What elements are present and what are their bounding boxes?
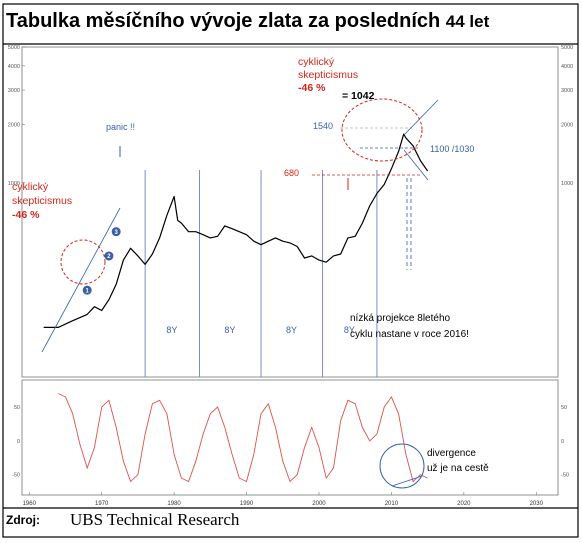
label-cyclical-top: cyklický bbox=[298, 56, 335, 68]
source-label: Zdroj: bbox=[6, 513, 40, 527]
cycle-lines: 8Y 8Y 8Y 8Y bbox=[144, 170, 378, 377]
chart-title: Tabulka měsíčního vývoje zlata za posled… bbox=[6, 10, 489, 33]
source-value: UBS Technical Research bbox=[70, 510, 240, 529]
label-1540: 1540 bbox=[313, 121, 333, 131]
y-tick-label-left: 1000 bbox=[8, 181, 20, 187]
wave-marker bbox=[104, 251, 114, 261]
y-tick-label-right: 2000 bbox=[561, 122, 573, 128]
wave-marker bbox=[111, 227, 121, 237]
label-divergence: divergence bbox=[427, 448, 476, 459]
label-projection: nízká projekce 8letého bbox=[350, 313, 451, 324]
wave-marker-label: 1 bbox=[86, 288, 90, 294]
osc-tick-label-right: 50 bbox=[561, 405, 567, 411]
label-cyclical-left: cyklický bbox=[12, 181, 49, 193]
y-tick-label-left: 4000 bbox=[8, 64, 20, 70]
oscillator-line bbox=[58, 393, 428, 483]
label-cyclical-top: -46 % bbox=[298, 82, 326, 94]
cycle-length-label: 8Y bbox=[224, 325, 235, 335]
price-series bbox=[43, 133, 429, 328]
price-line bbox=[43, 133, 429, 328]
title-main: Tabulka měsíčního vývoje zlata za posled… bbox=[6, 10, 441, 32]
x-tick-label: 1990 bbox=[240, 501, 254, 507]
osc-tick-label-left: -50 bbox=[12, 473, 20, 479]
label-cyclical-left: -46 % bbox=[12, 209, 40, 221]
x-tick-label: 2010 bbox=[385, 501, 399, 507]
x-tick-label: 2030 bbox=[530, 501, 544, 507]
label-panic: panic !! bbox=[106, 122, 135, 132]
label-divergence: už je na cestě bbox=[427, 463, 489, 474]
wave-marker-label: 2 bbox=[107, 254, 111, 260]
osc-tick-label-left: 0 bbox=[17, 439, 20, 445]
y-tick-label-left: 5000 bbox=[8, 45, 20, 51]
ellipse-divergence bbox=[379, 443, 425, 489]
x-tick-label: 1980 bbox=[167, 501, 181, 507]
y-tick-label-left: 3000 bbox=[8, 88, 20, 94]
label-projection: cyklu nastane v roce 2016! bbox=[350, 329, 469, 340]
title-years: 44 let bbox=[445, 12, 490, 31]
wave-marker bbox=[82, 285, 92, 295]
osc-tick-label-right: -50 bbox=[561, 473, 569, 479]
wave-marker-label: 3 bbox=[114, 230, 118, 236]
osc-tick-label-right: 0 bbox=[561, 439, 564, 445]
cycle-length-label: 8Y bbox=[166, 325, 177, 335]
y-tick-label-right: 3000 bbox=[561, 88, 573, 94]
y-tick-label-right: 4000 bbox=[561, 64, 573, 70]
price-panel bbox=[21, 46, 559, 378]
x-tick-label: 2020 bbox=[457, 501, 471, 507]
oscillator-series bbox=[58, 393, 428, 483]
y-tick-label-right: 1000 bbox=[561, 181, 573, 187]
y-tick-label-right: 5000 bbox=[561, 45, 573, 51]
oscillator-panel bbox=[21, 379, 559, 496]
ellipse-left bbox=[60, 239, 106, 285]
label-1042: = 1042 bbox=[342, 90, 375, 102]
trendline bbox=[41, 207, 121, 353]
ellipse-top bbox=[341, 98, 423, 162]
label-680: 680 bbox=[284, 168, 299, 178]
osc-tick-label-left: 50 bbox=[14, 405, 20, 411]
x-tick-label: 2000 bbox=[312, 501, 326, 507]
x-tick-label: 1960 bbox=[23, 501, 37, 507]
y-tick-label-left: 2000 bbox=[8, 122, 20, 128]
divergence-trendline bbox=[391, 475, 423, 487]
label-1100-1030: 1100 /1030 bbox=[430, 144, 474, 154]
projection-up bbox=[403, 99, 439, 136]
label-cyclical-top: skepticismus bbox=[298, 69, 358, 81]
x-tick-label: 1970 bbox=[95, 501, 109, 507]
cycle-length-label: 8Y bbox=[344, 325, 355, 335]
label-cyclical-left: skepticismus bbox=[12, 195, 72, 207]
cycle-length-label: 8Y bbox=[286, 325, 297, 335]
projection-down bbox=[403, 149, 429, 181]
